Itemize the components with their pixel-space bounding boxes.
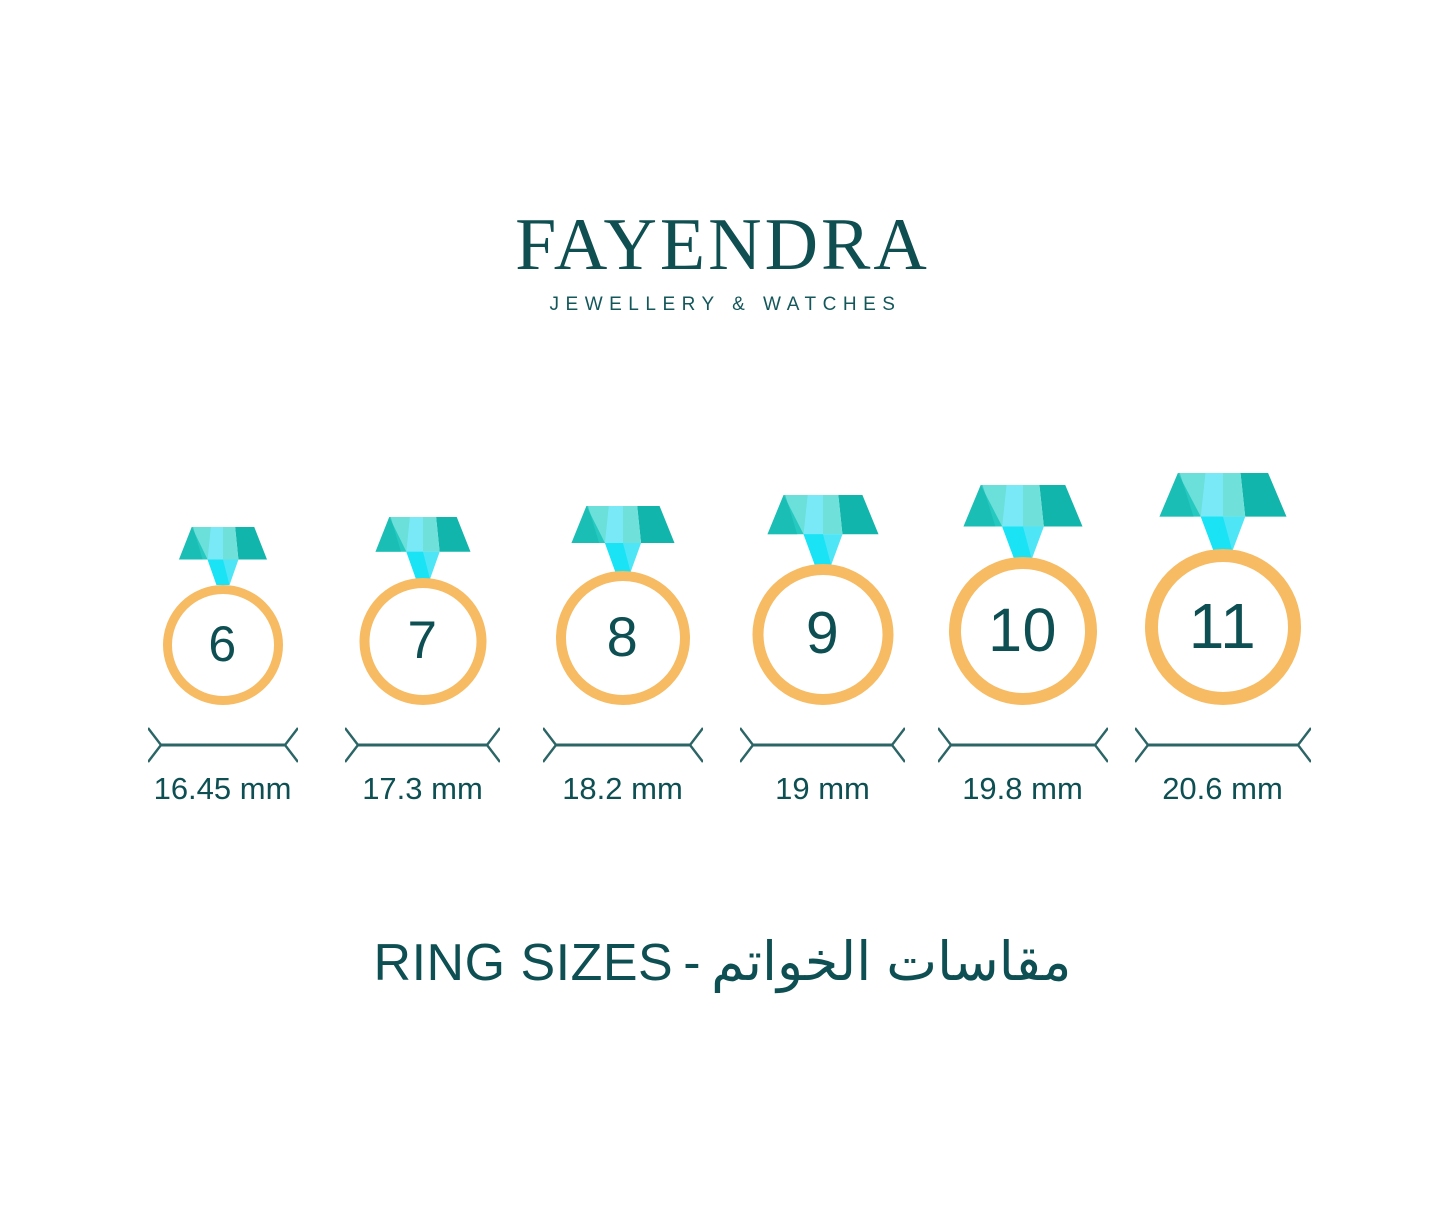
dimension-line-svg xyxy=(740,727,905,763)
dimension-line xyxy=(1134,725,1311,765)
brand-logo: FAYENDRA JEWELLERY & WATCHES xyxy=(0,205,1445,316)
ring-band: 9 xyxy=(752,564,893,705)
ring-figure: 6 xyxy=(123,440,323,705)
diamond-icon xyxy=(767,495,878,570)
dimension-line xyxy=(345,725,500,765)
diamond-icon xyxy=(178,526,267,590)
ring-figure: 7 xyxy=(323,440,523,705)
diamond-icon xyxy=(375,516,470,584)
diamond-gem-svg xyxy=(1159,473,1286,552)
diamond-gem-svg xyxy=(375,516,470,579)
ring-size-number: 10 xyxy=(988,595,1057,664)
ring-diameter-label: 20.6 mm xyxy=(1162,771,1283,806)
dimension-line-svg xyxy=(542,727,703,763)
diamond-icon xyxy=(1159,473,1286,556)
dimension-line xyxy=(740,725,905,765)
dimension-line-svg xyxy=(345,727,500,763)
brand-tagline: JEWELLERY & WATCHES xyxy=(549,294,902,315)
ring-size-column[interactable]: 10 19.8 mm xyxy=(923,440,1123,807)
dimension-line-svg xyxy=(937,727,1108,763)
ring-size-number: 11 xyxy=(1188,590,1257,662)
ring-band: 11 xyxy=(1144,549,1301,705)
ring-diameter-label: 19 mm xyxy=(775,771,870,806)
ring-figure: 11 xyxy=(1123,440,1323,705)
ring-diameter-label: 16.45 mm xyxy=(153,771,292,806)
ring-diameter-label: 19.8 mm xyxy=(962,771,1083,806)
dimension-line xyxy=(147,725,298,765)
ring-figure: 10 xyxy=(923,440,1123,705)
ring-diameter-label: 18.2 mm xyxy=(562,771,683,806)
ring-size-column[interactable]: 9 19 mm xyxy=(723,440,923,807)
dimension-line-svg xyxy=(147,727,298,763)
ring-band: 8 xyxy=(555,571,690,705)
diamond-gem-svg xyxy=(767,495,878,566)
ring-size-column[interactable]: 8 18.2 mm xyxy=(523,440,723,807)
ring-size-number: 8 xyxy=(606,605,639,668)
ring-size-number: 6 xyxy=(208,616,237,672)
page-title-en: RING SIZES xyxy=(373,934,674,992)
dimension-line xyxy=(937,725,1108,765)
diamond-gem-svg xyxy=(571,505,674,572)
dimension-line xyxy=(542,725,703,765)
ring-band: 7 xyxy=(359,578,486,705)
page-title-separator: - xyxy=(683,934,702,992)
ring-size-number: 7 xyxy=(407,611,438,670)
ring-band: 10 xyxy=(948,557,1097,705)
brand-name: FAYENDRA xyxy=(515,204,930,286)
diamond-gem-svg xyxy=(178,526,267,585)
diamond-gem-svg xyxy=(963,484,1082,559)
ring-diameter-label: 17.3 mm xyxy=(362,771,483,806)
ring-size-column[interactable]: 11 20.6 mm xyxy=(1123,440,1323,807)
diamond-icon xyxy=(571,505,674,577)
ring-size-row: 6 16.45 mm 7 17.3 mm xyxy=(0,440,1445,840)
ring-figure: 8 xyxy=(523,440,723,705)
ring-size-number: 9 xyxy=(805,600,840,666)
page-title: RING SIZES - مقاسات الخواتم xyxy=(0,930,1445,995)
ring-band: 6 xyxy=(162,585,283,705)
ring-size-column[interactable]: 6 16.45 mm xyxy=(123,440,323,807)
diamond-icon xyxy=(963,484,1082,564)
page-title-ar: مقاسات الخواتم xyxy=(711,932,1072,992)
dimension-line-svg xyxy=(1134,727,1311,763)
ring-figure: 9 xyxy=(723,440,923,705)
ring-size-column[interactable]: 7 17.3 mm xyxy=(323,440,523,807)
